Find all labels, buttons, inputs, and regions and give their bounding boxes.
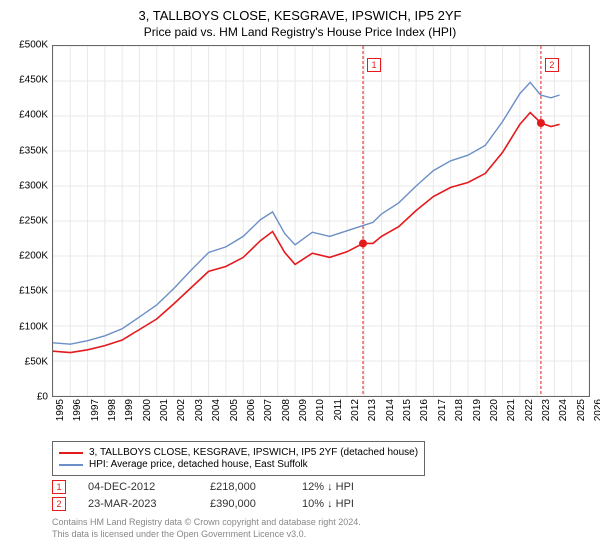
x-tick: 2002	[176, 399, 187, 421]
x-tick: 1997	[90, 399, 101, 421]
footer: Contains HM Land Registry data © Crown c…	[52, 517, 590, 540]
y-tick: £500K	[19, 40, 48, 51]
marker-label-2: 2	[545, 58, 559, 72]
x-tick: 2008	[281, 399, 292, 421]
x-tick: 2004	[211, 399, 222, 421]
y-tick: £50K	[25, 356, 48, 367]
x-tick: 2016	[419, 399, 430, 421]
event-date-1: 04-DEC-2012	[88, 481, 188, 493]
plot-svg	[53, 46, 589, 396]
chart-title: 3, TALLBOYS CLOSE, KESGRAVE, IPSWICH, IP…	[10, 8, 590, 23]
legend-label-hpi: HPI: Average price, detached house, East…	[89, 459, 308, 470]
x-tick: 2007	[263, 399, 274, 421]
event-delta-1: 12% ↓ HPI	[302, 481, 392, 493]
x-tick: 2013	[367, 399, 378, 421]
x-tick: 2019	[472, 399, 483, 421]
footer-line1: Contains HM Land Registry data © Crown c…	[52, 517, 590, 529]
y-tick: £350K	[19, 145, 48, 156]
x-tick: 2010	[315, 399, 326, 421]
x-tick: 2018	[454, 399, 465, 421]
x-tick: 1995	[55, 399, 66, 421]
x-tick: 2023	[541, 399, 552, 421]
event-num-2: 2	[52, 497, 66, 511]
legend-label-property: 3, TALLBOYS CLOSE, KESGRAVE, IPSWICH, IP…	[89, 447, 418, 458]
events-table: 1 04-DEC-2012 £218,000 12% ↓ HPI 2 23-MA…	[52, 480, 590, 511]
x-tick: 2017	[437, 399, 448, 421]
y-tick: £400K	[19, 110, 48, 121]
chart-subtitle: Price paid vs. HM Land Registry's House …	[10, 25, 590, 39]
y-tick: £300K	[19, 180, 48, 191]
x-tick: 1999	[124, 399, 135, 421]
y-tick: £250K	[19, 216, 48, 227]
chart-container: 3, TALLBOYS CLOSE, KESGRAVE, IPSWICH, IP…	[0, 0, 600, 560]
y-axis: £0£50K£100K£150K£200K£250K£300K£350K£400…	[10, 45, 52, 397]
legend: 3, TALLBOYS CLOSE, KESGRAVE, IPSWICH, IP…	[52, 441, 425, 476]
footer-line2: This data is licensed under the Open Gov…	[52, 529, 590, 541]
x-tick: 1998	[107, 399, 118, 421]
y-tick: £100K	[19, 321, 48, 332]
x-tick: 2020	[489, 399, 500, 421]
x-tick: 2021	[506, 399, 517, 421]
x-tick: 2024	[558, 399, 569, 421]
legend-row-property: 3, TALLBOYS CLOSE, KESGRAVE, IPSWICH, IP…	[59, 447, 418, 458]
y-tick: £0	[37, 392, 48, 403]
x-tick: 2006	[246, 399, 257, 421]
x-tick: 1996	[72, 399, 83, 421]
event-num-1: 1	[52, 480, 66, 494]
plot-area: 12	[52, 45, 590, 397]
x-tick: 2022	[524, 399, 535, 421]
x-tick: 2026	[593, 399, 600, 421]
y-tick: £450K	[19, 75, 48, 86]
x-tick: 2025	[576, 399, 587, 421]
event-date-2: 23-MAR-2023	[88, 498, 188, 510]
marker-label-1: 1	[367, 58, 381, 72]
legend-swatch-property	[59, 452, 83, 454]
event-price-2: £390,000	[210, 498, 280, 510]
x-tick: 2012	[350, 399, 361, 421]
event-delta-2: 10% ↓ HPI	[302, 498, 392, 510]
x-axis: 1995 1996 1997 1998 1999 2000 2001 2002 2003 2004…	[52, 397, 590, 437]
legend-row-hpi: HPI: Average price, detached house, East…	[59, 459, 418, 470]
x-tick: 2005	[229, 399, 240, 421]
x-tick: 2011	[333, 399, 344, 421]
x-tick: 2000	[142, 399, 153, 421]
y-tick: £150K	[19, 286, 48, 297]
y-tick: £200K	[19, 251, 48, 262]
plot-wrap: £0£50K£100K£150K£200K£250K£300K£350K£400…	[10, 45, 590, 397]
event-row-1: 1 04-DEC-2012 £218,000 12% ↓ HPI	[52, 480, 590, 494]
x-tick: 2009	[298, 399, 309, 421]
x-tick: 2014	[385, 399, 396, 421]
event-price-1: £218,000	[210, 481, 280, 493]
x-tick: 2001	[159, 399, 170, 421]
legend-swatch-hpi	[59, 464, 83, 466]
event-row-2: 2 23-MAR-2023 £390,000 10% ↓ HPI	[52, 497, 590, 511]
x-tick: 2003	[194, 399, 205, 421]
x-tick: 2015	[402, 399, 413, 421]
